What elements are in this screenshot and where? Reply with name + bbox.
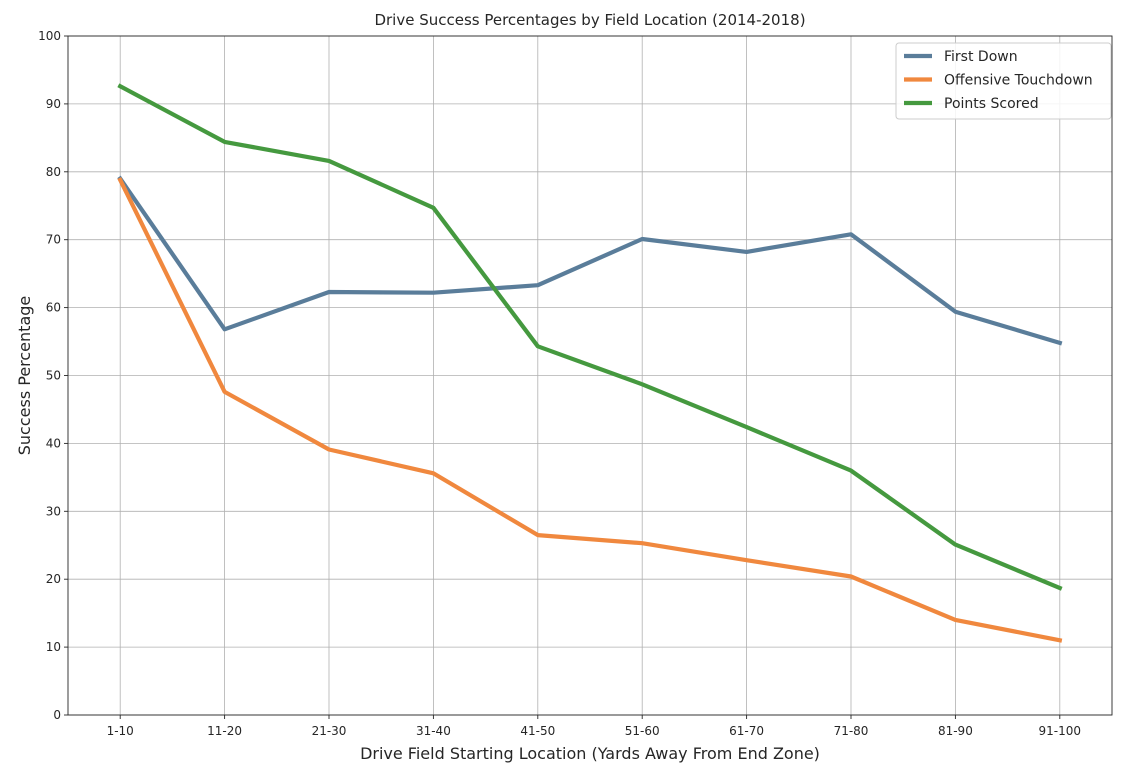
y-tick-label: 70: [46, 233, 61, 247]
y-tick-label: 50: [46, 369, 61, 383]
grid: [68, 35, 1112, 716]
legend-label: Points Scored: [944, 96, 1039, 112]
series-line-first-down: [117, 175, 1063, 346]
y-tick-label: 20: [46, 572, 61, 586]
x-tick-label: 71-80: [834, 724, 869, 738]
legend-box: [895, 42, 1112, 120]
y-tick-label: 30: [46, 504, 61, 518]
x-tick-label: 11-20: [207, 724, 242, 738]
y-axis-label: Success Percentage: [15, 296, 34, 456]
legend-label: First Down: [944, 49, 1018, 65]
legend: First Down Offensive Touchdown Points Scor…: [895, 42, 1112, 120]
x-tick-label: 41-50: [520, 724, 555, 738]
x-tick-label: 21-30: [312, 724, 347, 738]
y-tick-label: 100: [38, 29, 61, 43]
x-tick-label: 51-60: [625, 724, 660, 738]
x-tick-label: 31-40: [416, 724, 451, 738]
series-lines: [117, 83, 1063, 643]
x-tick-label: 81-90: [938, 724, 973, 738]
x-axis-ticks: 1-10 11-20 21-30 31-40 41-50 51-60 61-70 71-80 8…: [107, 715, 1081, 738]
x-axis-label: Drive Field Starting Location (Yards Awa…: [360, 744, 820, 763]
chart-title: Drive Success Percentages by Field Locat…: [374, 11, 805, 29]
legend-label: Offensive Touchdown: [944, 73, 1093, 89]
y-axis-ticks: 0 10 20 30 40 50 60 70 80 90 100: [38, 29, 68, 722]
series-line-offensive-touchdown: [117, 177, 1063, 643]
y-tick-label: 10: [46, 640, 61, 654]
x-tick-label: 91-100: [1039, 724, 1082, 738]
y-tick-label: 0: [53, 708, 61, 722]
y-tick-label: 80: [46, 165, 61, 179]
y-tick-label: 60: [46, 301, 61, 315]
series-line-points-scored: [117, 83, 1063, 591]
x-tick-label: 61-70: [729, 724, 764, 738]
y-tick-label: 90: [46, 97, 61, 111]
y-tick-label: 40: [46, 436, 61, 450]
x-tick-label: 1-10: [107, 724, 134, 738]
